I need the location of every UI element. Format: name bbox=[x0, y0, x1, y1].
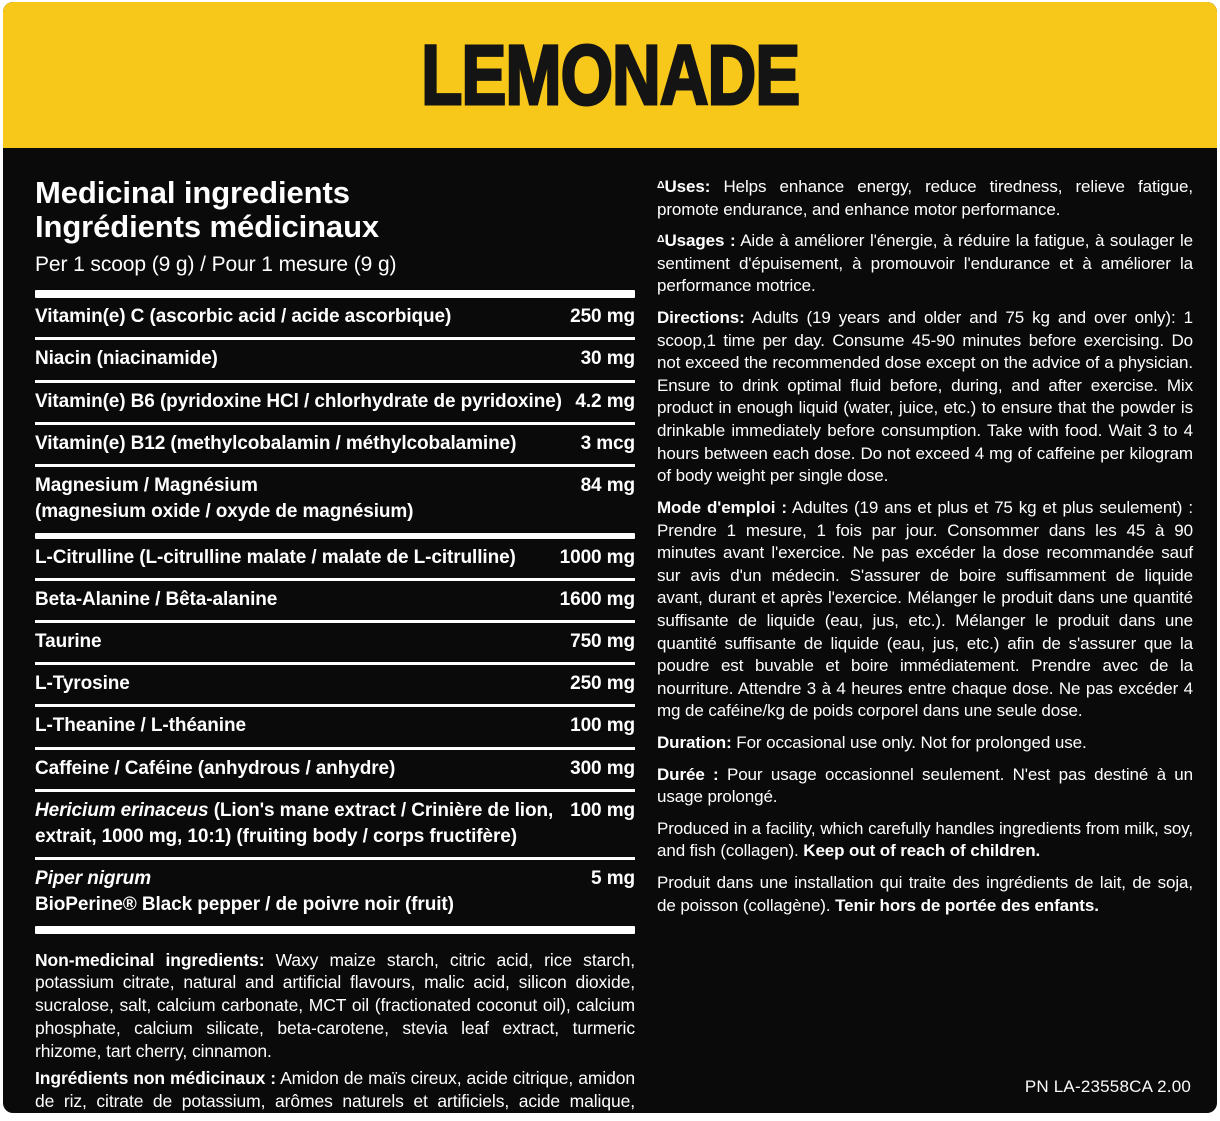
label-content: Medicinal ingredients Ingrédients médici… bbox=[3, 148, 1217, 1113]
part-number: PN LA-23558CA 2.00 bbox=[1024, 1077, 1191, 1096]
row-divider bbox=[35, 662, 635, 666]
ingredient-name: L-Tyrosine bbox=[35, 673, 130, 695]
allergen-en-paragraph: Produced in a facility, which carefully … bbox=[657, 818, 1193, 861]
ingredient-row: Taurine 750 mg bbox=[35, 623, 635, 662]
ingredient-row: L-Theanine / L-théanine 100 mg bbox=[35, 707, 635, 746]
table-bottom-bar bbox=[35, 925, 635, 934]
ingredient-amount: 750 mg bbox=[570, 630, 635, 652]
row-divider bbox=[35, 421, 635, 425]
ingredient-name: L-Citrulline (L-citrulline malate / mala… bbox=[35, 546, 516, 568]
ingredient-row: Magnesium / Magnésium (magnesium oxide /… bbox=[35, 467, 635, 532]
panel-title: Medicinal ingredients Ingrédients médici… bbox=[35, 175, 635, 245]
duree-paragraph: Durée : Pour usage occasionnel seulement… bbox=[657, 764, 1193, 807]
non-medicinal-en: Non-medicinal ingredients: Waxy maize st… bbox=[35, 949, 635, 1061]
panel-title-en: Medicinal ingredients bbox=[35, 175, 350, 210]
flavor-band: LEMONADE bbox=[3, 2, 1217, 148]
ingredient-name: Vitamin(e) B12 (methylcobalamin / méthyl… bbox=[35, 432, 517, 454]
ingredient-row: Hericium erinaceus (Lion's mane extract … bbox=[35, 792, 635, 857]
ingredient-row: Niacin (niacinamide) 30 mg bbox=[35, 340, 635, 379]
flavor-title: LEMONADE bbox=[420, 26, 801, 123]
row-divider bbox=[35, 746, 635, 750]
info-panel: ΔUses: Helps enhance energy, reduce tire… bbox=[657, 176, 1193, 1113]
medicinal-panel: Medicinal ingredients Ingrédients médici… bbox=[35, 175, 635, 1113]
row-divider bbox=[35, 464, 635, 468]
ingredient-name: Niacin (niacinamide) bbox=[35, 348, 218, 370]
allergen-fr-paragraph: Produit dans une installation qui traite… bbox=[657, 873, 1193, 915]
ingredient-row: Vitamin(e) C (ascorbic acid / acide asco… bbox=[35, 298, 635, 337]
section-divider bbox=[35, 532, 635, 539]
ingredient-amount: 1000 mg bbox=[559, 546, 635, 568]
ingredient-amount: 84 mg bbox=[580, 475, 636, 497]
ingredient-name: Vitamin(e) B6 (pyridoxine HCl / chlorhyd… bbox=[35, 390, 562, 412]
ingredient-row: L-Citrulline (L-citrulline malate / mala… bbox=[35, 539, 635, 578]
panel-title-fr: Ingrédients médicinaux bbox=[35, 209, 380, 245]
ingredient-row: Beta-Alanine / Bêta-alanine 1600 mg bbox=[35, 581, 635, 620]
ingredient-amount: 300 mg bbox=[570, 757, 635, 779]
ingredient-amount: 250 mg bbox=[570, 673, 635, 695]
ingredient-amount: 3 mcg bbox=[580, 432, 636, 454]
ingredient-row: Vitamin(e) B6 (pyridoxine HCl / chlorhyd… bbox=[35, 383, 635, 422]
ingredient-amount: 5 mg bbox=[591, 868, 635, 890]
row-divider bbox=[35, 577, 635, 581]
ingredient-amount: 250 mg bbox=[570, 306, 635, 328]
latin-name: Piper nigrum bbox=[35, 868, 151, 890]
ingredient-amount: 4.2 mg bbox=[575, 390, 635, 412]
ingredient-amount: 100 mg bbox=[570, 799, 635, 821]
row-divider bbox=[35, 788, 635, 792]
ingredient-name: Vitamin(e) C (ascorbic acid / acide asco… bbox=[35, 306, 452, 328]
row-divider bbox=[35, 857, 635, 861]
ingredient-amount: 1600 mg bbox=[559, 588, 635, 610]
ingredient-row: Caffeine / Caféine (anhydrous / anhydre)… bbox=[35, 750, 635, 789]
supplement-label: LEMONADE Medicinal ingredients Ingrédien… bbox=[3, 2, 1217, 1113]
serving-size: Per 1 scoop (9 g) / Pour 1 mesure (9 g) bbox=[35, 253, 397, 277]
table-top-bar bbox=[35, 290, 635, 299]
directions-paragraph: Directions: Adults (19 years and older a… bbox=[657, 308, 1193, 486]
row-divider bbox=[35, 379, 635, 383]
ingredient-name: Taurine bbox=[35, 630, 102, 652]
ingredient-amount: 30 mg bbox=[580, 348, 636, 370]
row-divider bbox=[35, 704, 635, 708]
latin-name: Hericium erinaceus bbox=[35, 799, 209, 821]
ingredient-name: Beta-Alanine / Bêta-alanine bbox=[35, 588, 278, 610]
ingredient-name: Caffeine / Caféine (anhydrous / anhydre) bbox=[35, 757, 396, 779]
ingredient-row: Vitamin(e) B12 (methylcobalamin / méthyl… bbox=[35, 425, 635, 464]
ingredient-name: L-Theanine / L-théanine bbox=[35, 715, 246, 737]
ingredient-name: Magnesium / Magnésium (magnesium oxide /… bbox=[35, 475, 414, 523]
mode-emploi-paragraph: Mode d'emploi : Adultes (19 ans et plus … bbox=[657, 497, 1193, 721]
non-medicinal-fr: Ingrédients non médicinaux : Amidon de m… bbox=[35, 1068, 635, 1112]
ingredient-name: Hericium erinaceus (Lion's mane extract … bbox=[35, 799, 554, 848]
ingredient-row: Piper nigrum BioPerine® Black pepper / d… bbox=[35, 860, 635, 925]
ingredient-amount: 100 mg bbox=[570, 715, 635, 737]
delta-sup: Δ bbox=[657, 178, 665, 191]
ingredient-row: L-Tyrosine 250 mg bbox=[35, 665, 635, 704]
duration-paragraph: Duration: For occasional use only. Not f… bbox=[657, 733, 1087, 753]
delta-sup: Δ bbox=[657, 233, 665, 246]
usages-paragraph: ΔUsages : Aide à améliorer l'énergie, à … bbox=[657, 231, 1193, 296]
uses-paragraph: ΔUses: Helps enhance energy, reduce tire… bbox=[657, 177, 1193, 219]
non-medicinal-section: Non-medicinal ingredients: Waxy maize st… bbox=[35, 949, 635, 1113]
row-divider bbox=[35, 619, 635, 623]
row-divider bbox=[35, 337, 635, 341]
ingredient-name: Piper nigrum BioPerine® Black pepper / d… bbox=[35, 868, 454, 916]
